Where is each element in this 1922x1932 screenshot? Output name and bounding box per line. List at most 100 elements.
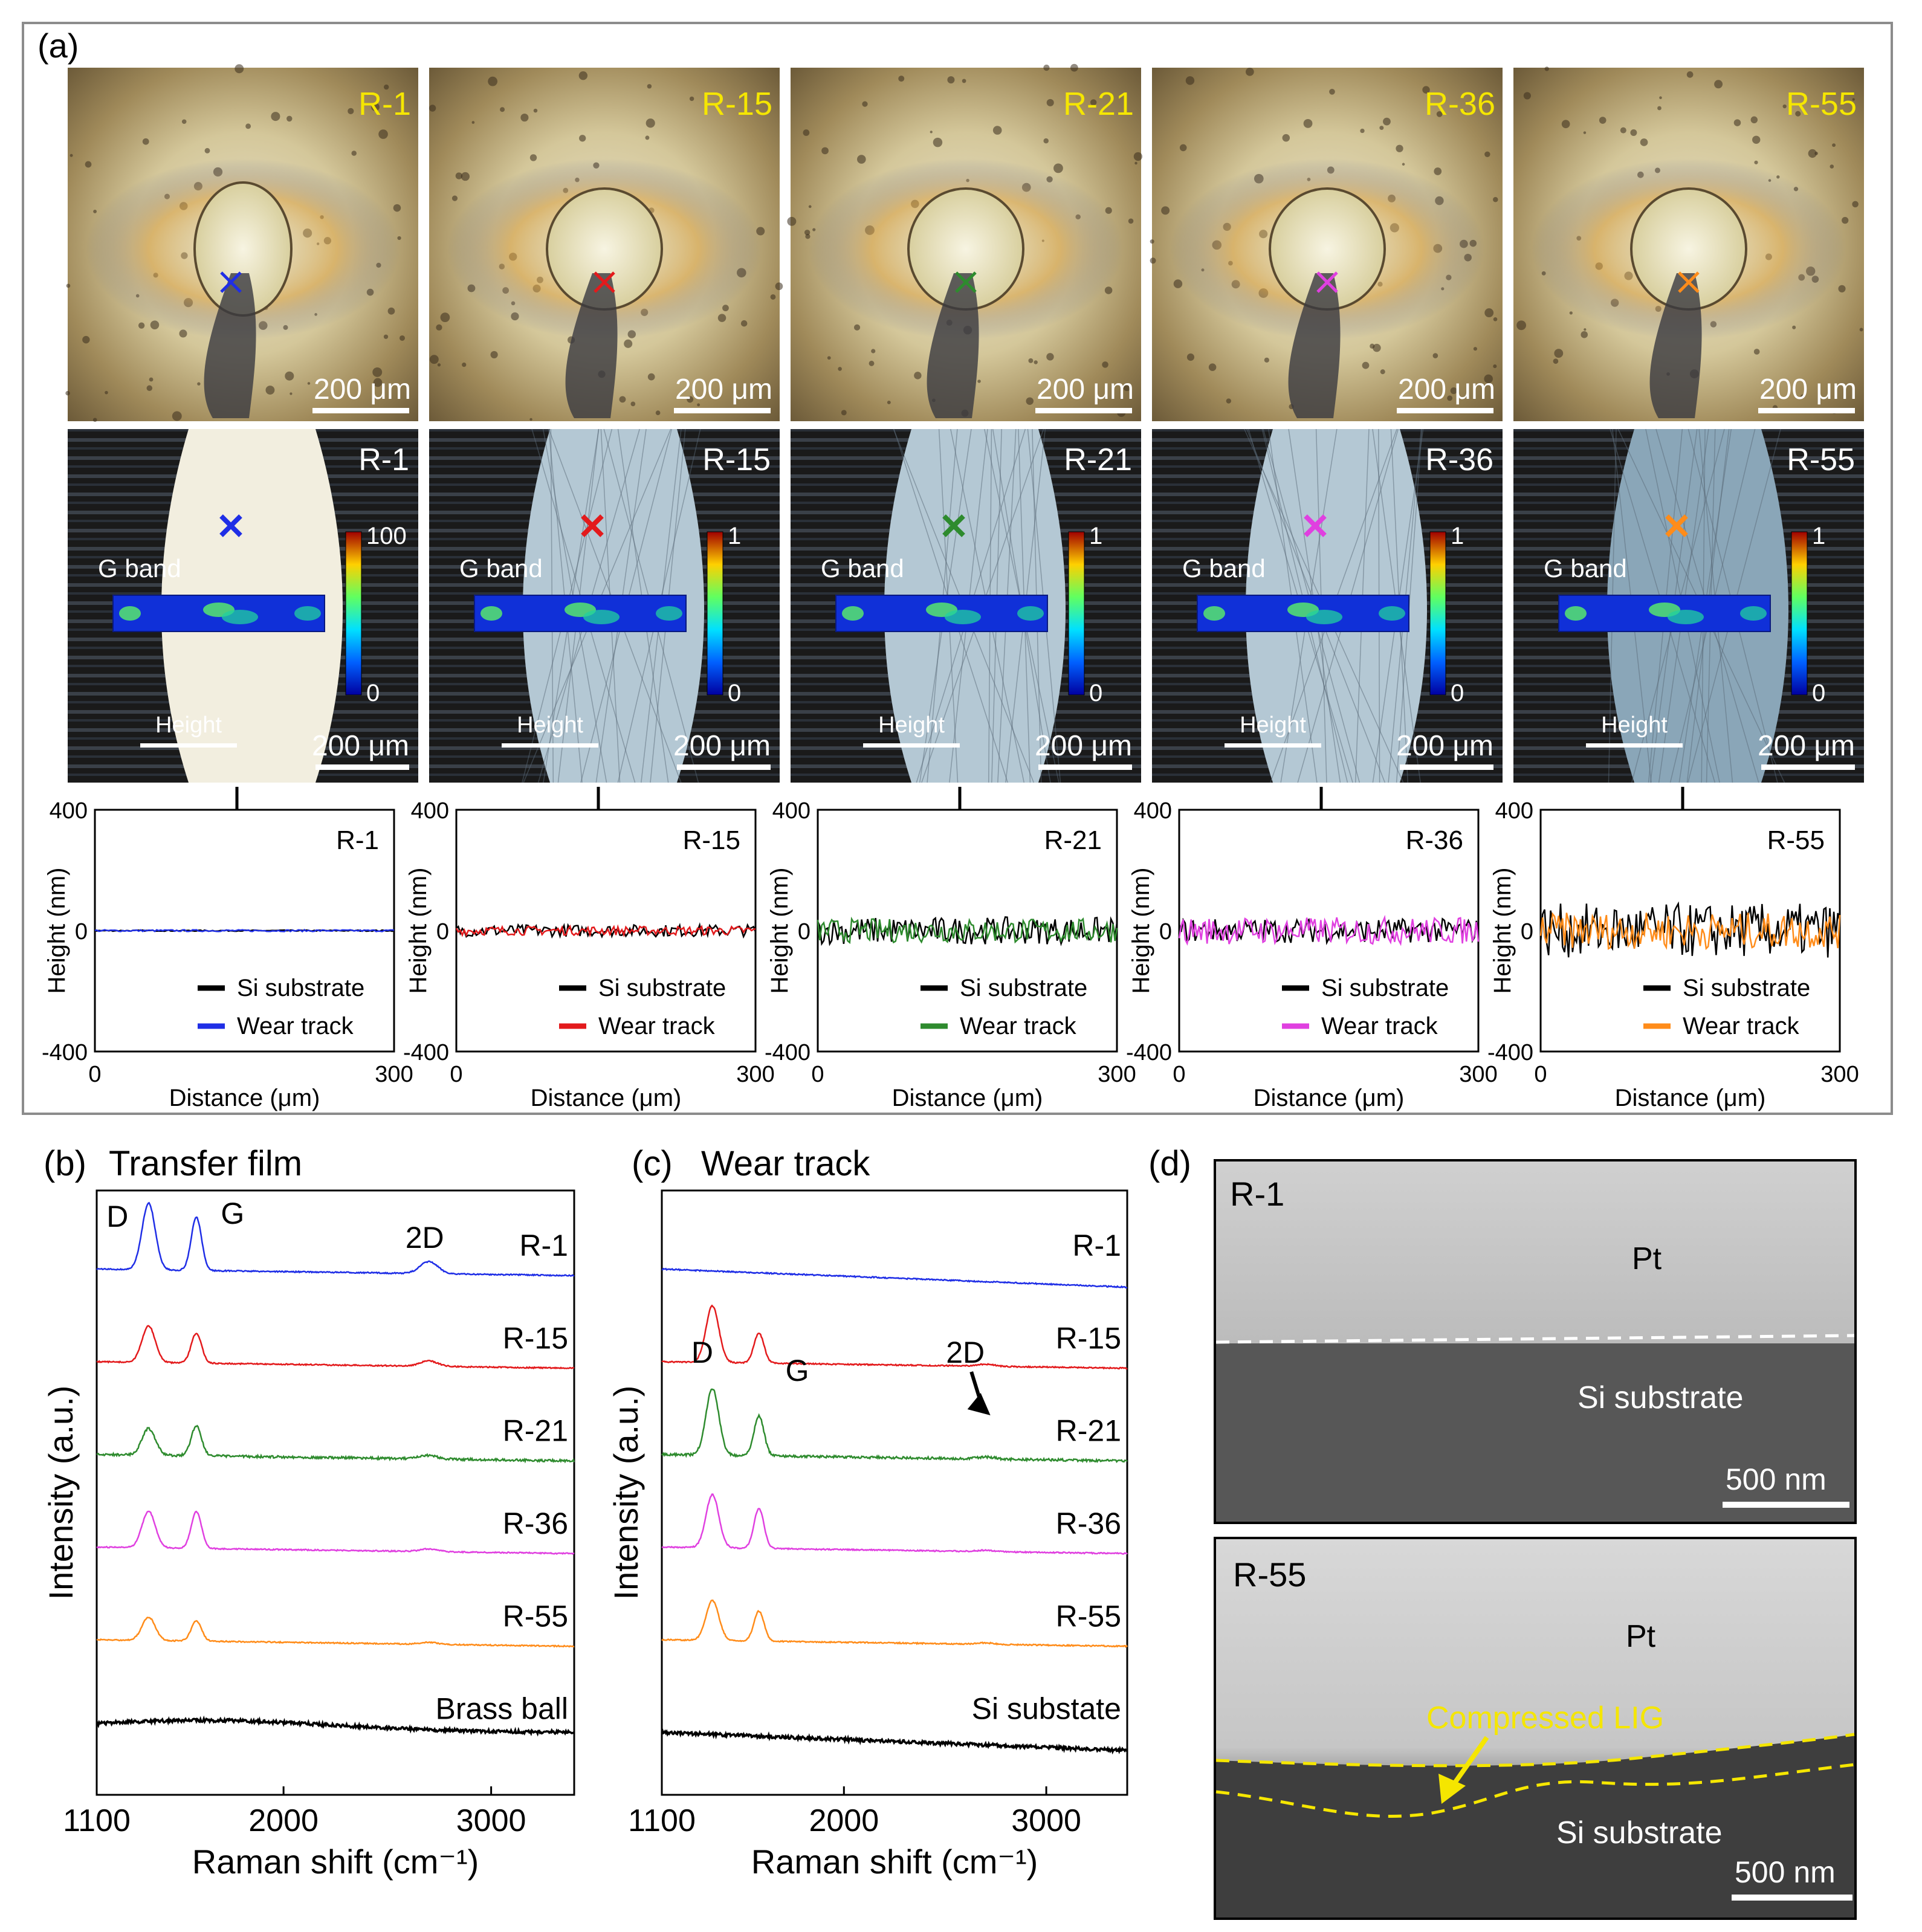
sem-bottom-panel: R-55 Pt Compressed LIG Si substrate 500 … xyxy=(1214,1537,1857,1920)
peak-d-label: D xyxy=(691,1336,713,1369)
raman-map-colorbar-max: 1 xyxy=(1451,523,1464,549)
micrograph-speck xyxy=(1657,106,1662,111)
raman-map-hotspot xyxy=(294,606,321,621)
spectrum-r-21 xyxy=(661,1388,1128,1464)
profile-xtick: 300 xyxy=(736,1062,774,1087)
micrograph-speck xyxy=(933,137,943,147)
micrograph-speck xyxy=(869,360,875,366)
raman-map-r-36: G band 1 0 Height 200 μm R-36 xyxy=(1152,428,1503,783)
micrograph-speck xyxy=(1090,99,1097,106)
raman-map-r-1: G band 100 0 Height 200 μm R-1 xyxy=(68,429,418,783)
micrograph-speck xyxy=(1185,76,1195,85)
micrograph-sample-label: R-15 xyxy=(702,86,772,122)
profile-legend-si: Si substrate xyxy=(237,975,364,1001)
micrograph-sample-label: R-36 xyxy=(1425,86,1495,122)
micrograph-speck xyxy=(1630,129,1637,136)
spectrum-r-55 xyxy=(661,1599,1128,1649)
micrograph-speck xyxy=(500,107,505,112)
micrograph-speck xyxy=(440,312,450,323)
profile-ylabel: Height (nm) xyxy=(1489,868,1516,994)
profile-legend-si: Si substrate xyxy=(598,975,726,1001)
spectra-xtick: 3000 xyxy=(456,1803,526,1838)
micrograph-speck xyxy=(1584,328,1587,331)
spectrum-label: R-15 xyxy=(1056,1321,1121,1355)
micrograph-scale-bar xyxy=(312,408,409,413)
micrograph-speck xyxy=(1122,383,1131,392)
profile-xtick: 300 xyxy=(375,1062,413,1087)
micrograph-speck xyxy=(1795,111,1801,117)
micrograph-speck xyxy=(578,71,588,80)
micrograph-speck xyxy=(85,161,92,168)
micrograph-speck xyxy=(1034,360,1038,364)
profile-sample-label: R-36 xyxy=(1406,825,1463,855)
raman-map-scale-text: 200 μm xyxy=(673,730,771,762)
micrograph-speck xyxy=(992,126,1002,135)
spectra-frame xyxy=(661,1189,1128,1796)
spectrum-label: R-36 xyxy=(1056,1507,1121,1540)
micrograph-speck xyxy=(1832,143,1836,147)
micrograph-speck xyxy=(1245,67,1254,76)
spectra-xtick: 2000 xyxy=(809,1803,879,1838)
micrograph-speck xyxy=(1838,285,1846,292)
micrograph-speck xyxy=(1852,201,1859,208)
sem-top-si: Si substrate xyxy=(1577,1380,1744,1415)
micrograph-speck xyxy=(378,129,388,139)
raman-map-sample-label: R-15 xyxy=(702,442,771,477)
profile-ytick: 0 xyxy=(436,919,449,945)
raman-map-hotspot xyxy=(119,606,141,621)
raman-map-height-label: Height xyxy=(155,712,222,738)
raman-map-sample-label: R-1 xyxy=(358,442,409,477)
micrograph-speck xyxy=(1028,358,1034,363)
micrograph-speck xyxy=(429,355,439,364)
raman-map-height-bar xyxy=(502,743,598,748)
micrograph-speck xyxy=(808,205,812,208)
micrograph-speck xyxy=(1830,164,1834,169)
micrograph-speck xyxy=(689,96,694,102)
micrograph-speck xyxy=(645,135,650,140)
micrograph-speck xyxy=(372,367,383,377)
micrograph-speck xyxy=(429,105,436,112)
raman-map-cross-b xyxy=(942,514,965,537)
micrograph-speck xyxy=(1484,308,1494,317)
profile-wear-line xyxy=(455,924,756,938)
profile-wear-line xyxy=(817,916,1118,945)
raman-map-hotspot xyxy=(1740,606,1767,621)
profile-legend-wear: Wear track xyxy=(1321,1013,1438,1039)
micrograph-speck xyxy=(1046,353,1054,361)
micrograph-speck xyxy=(1753,349,1760,355)
micrograph-speck xyxy=(1792,325,1796,329)
micrograph-speck xyxy=(1360,128,1365,134)
micrograph-speck xyxy=(462,362,467,367)
raman-map-scale-bar xyxy=(1761,764,1855,770)
profile-ytick: 0 xyxy=(1521,919,1533,945)
micrograph-speck xyxy=(1303,118,1313,128)
micrograph-speck xyxy=(1450,387,1457,395)
micrograph-speck xyxy=(1750,116,1758,123)
micrograph-speck xyxy=(775,282,783,291)
profile-si-line xyxy=(817,916,1118,946)
micrograph-speck xyxy=(1484,374,1493,384)
raman-map-cross-b xyxy=(581,514,604,537)
spectra-xlabel: Raman shift (cm⁻¹) xyxy=(192,1843,479,1881)
raman-map-cross-b xyxy=(219,514,242,537)
panel-c-label: (c) xyxy=(632,1144,673,1183)
micrograph-speck xyxy=(1620,127,1626,134)
micrograph-speck xyxy=(393,204,401,212)
spectrum-label: R-55 xyxy=(503,1599,568,1633)
sem-top-panel: R-1 Pt Si substrate 500 nm xyxy=(1214,1159,1857,1524)
sem-bottom-si: Si substrate xyxy=(1556,1815,1723,1850)
raman-map-height-bar xyxy=(140,743,237,748)
micrograph-speck xyxy=(1282,134,1290,142)
micrograph-speck xyxy=(1134,161,1137,165)
spectrum-r-1 xyxy=(96,1201,575,1277)
raman-map-hotspot xyxy=(222,610,258,624)
micrograph-sample-label: R-21 xyxy=(1063,86,1134,122)
sem-top-scale-text: 500 nm xyxy=(1726,1462,1827,1496)
raman-map-strip xyxy=(112,595,325,632)
micrograph-cross-b xyxy=(1678,271,1700,293)
micrograph-speck xyxy=(285,371,294,381)
micrograph-speck xyxy=(838,367,842,371)
raman-map-colorbar-min: 0 xyxy=(1451,680,1464,706)
raman-map-scale-bar xyxy=(677,764,771,770)
